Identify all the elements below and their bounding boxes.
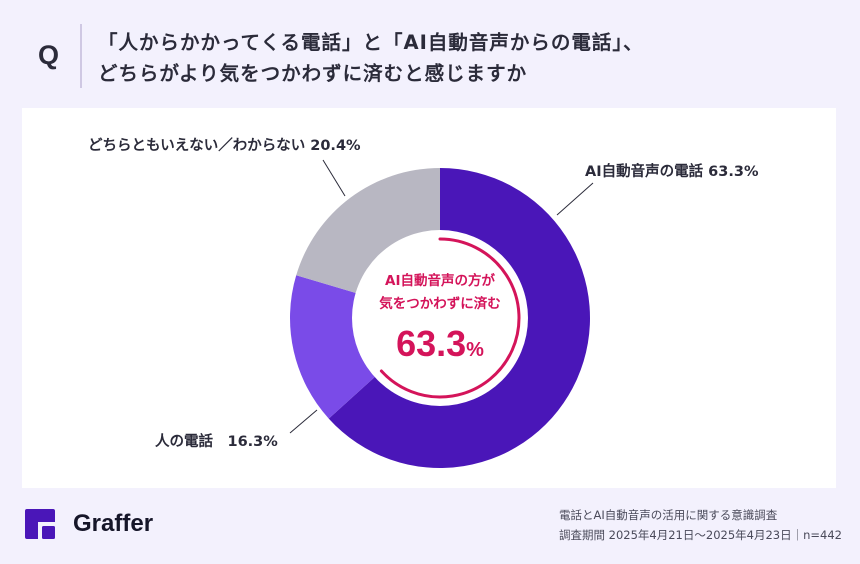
center-value-number: 63.3 — [396, 323, 467, 364]
divider — [80, 24, 82, 88]
leader-line-neither — [322, 159, 346, 197]
brand-name: Graffer — [73, 510, 154, 537]
question-title: 「人からかかってくる電話」と「AI自動音声からの電話」、 どちらがより気をつかわ… — [98, 27, 644, 89]
question-title-line-2: どちらがより気をつかわずに済むと感じますか — [98, 62, 528, 85]
survey-period: 調査期間 2025年4月21日〜2025年4月23日｜n=442 — [559, 527, 842, 542]
q-mark: Q — [38, 40, 60, 70]
center-annotation: AI自動音声の方が 気をつかわずに済む 63.3% — [340, 270, 540, 374]
graffer-logo-icon — [25, 509, 55, 539]
center-value-unit: % — [466, 339, 484, 361]
survey-footer: 電話とAI自動音声の活用に関する意識調査 調査期間 2025年4月21日〜202… — [559, 506, 842, 545]
leader-line-ai — [556, 182, 594, 216]
label-ai: AI自動音声の電話 63.3% — [585, 164, 759, 180]
leader-line-human — [289, 409, 318, 434]
question-header: Q 「人からかかってくる電話」と「AI自動音声からの電話」、 どちらがより気をつ… — [0, 0, 860, 100]
question-title-line-1: 「人からかかってくる電話」と「AI自動音声からの電話」、 — [98, 31, 644, 54]
center-value: 63.3% — [340, 320, 540, 374]
survey-name: 電話とAI自動音声の活用に関する意識調査 — [559, 508, 778, 522]
highlight-arc — [379, 237, 521, 399]
center-line-2: 気をつかわずに済む — [379, 296, 501, 312]
donut-hole — [352, 230, 528, 406]
center-line-1: AI自動音声の方が — [385, 273, 495, 289]
graffer-logo: Graffer — [25, 509, 153, 539]
label-neither: どちらともいえない／わからない 20.4% — [88, 138, 361, 154]
label-human: 人の電話 16.3% — [155, 434, 278, 450]
